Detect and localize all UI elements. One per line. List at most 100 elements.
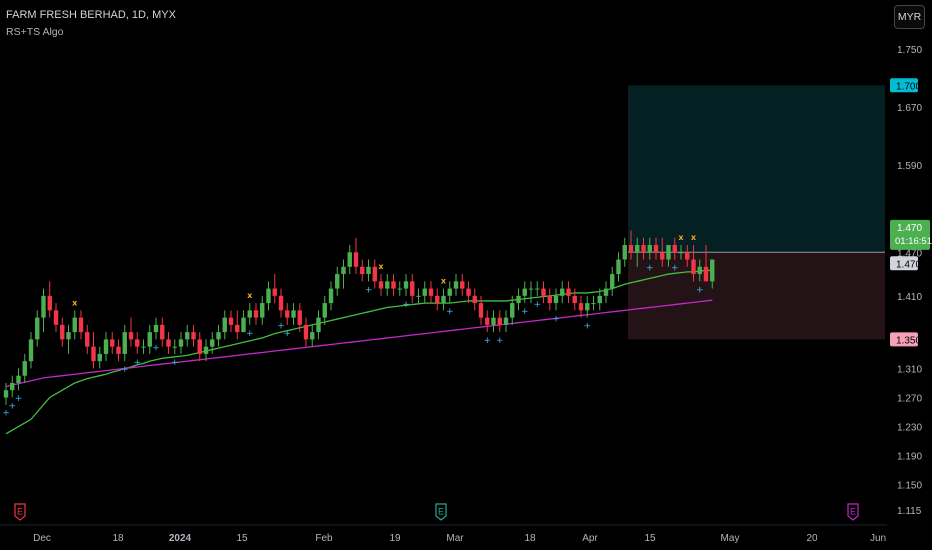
candle-body (66, 332, 71, 340)
candle-body (391, 281, 396, 289)
candle (285, 303, 290, 325)
buy-marker: + (521, 307, 529, 317)
candle (516, 288, 521, 311)
candle-body (560, 288, 565, 296)
badge-label: E (438, 507, 444, 517)
candle (147, 324, 152, 354)
candle (366, 259, 371, 282)
buy-marker: + (646, 264, 654, 274)
candle-body (178, 339, 184, 347)
candle-body (28, 339, 34, 362)
candle-body (653, 245, 659, 253)
candle-body (628, 245, 634, 253)
candle-body (335, 274, 340, 289)
candle (3, 382, 9, 405)
candle (466, 281, 471, 304)
target-zone (628, 85, 885, 253)
candle (485, 310, 490, 333)
badge-label: E (17, 507, 23, 517)
indicator-label[interactable]: RS+TS Algo (6, 26, 64, 38)
candle (247, 303, 252, 325)
candle-body (141, 346, 146, 348)
candle (341, 259, 346, 289)
x-tick-label: Mar (446, 533, 464, 544)
candle (610, 266, 615, 296)
candle (397, 281, 402, 296)
earnings-badge-icon[interactable]: E (14, 503, 26, 521)
x-marker: x (678, 233, 684, 242)
candle-body (372, 266, 377, 282)
candle-body (585, 303, 590, 311)
earnings-badge-icon[interactable]: E (435, 503, 447, 521)
candle (578, 295, 584, 318)
candle-body (466, 288, 471, 296)
candle (103, 332, 109, 362)
x-marker: x (247, 291, 253, 300)
buy-marker: + (671, 264, 679, 274)
currency-button[interactable]: MYR (894, 5, 925, 29)
candle-body (191, 332, 196, 340)
candle-body (203, 346, 209, 354)
candle (178, 332, 184, 354)
earnings-badge-icon[interactable]: E (847, 503, 859, 521)
candle-body (697, 266, 702, 275)
candle-body (541, 288, 546, 296)
countdown-tag: 01:16:51 (895, 236, 932, 247)
candle (585, 295, 590, 318)
candle-body (147, 332, 152, 347)
candle-body (366, 266, 371, 275)
buy-marker: + (365, 285, 373, 295)
candle-body (285, 310, 290, 318)
buy-marker: + (283, 329, 291, 339)
candle-body (703, 266, 709, 282)
candle-body (553, 295, 559, 304)
candle (122, 324, 127, 362)
candle (53, 303, 59, 333)
candle (510, 295, 515, 325)
candle-body (78, 317, 84, 333)
candle (703, 245, 709, 282)
x-marker: x (691, 233, 697, 242)
candle (241, 310, 246, 333)
x-tick-label: Apr (582, 533, 598, 544)
candle-body (10, 382, 15, 391)
candle (303, 317, 309, 347)
candle (210, 332, 215, 354)
candle (591, 295, 596, 311)
candle (360, 259, 365, 282)
candle-body (47, 295, 52, 311)
candle-body (416, 295, 421, 297)
candle-body (385, 281, 390, 289)
buy-marker: + (696, 285, 704, 295)
x-tick-label: 15 (236, 533, 248, 544)
candle-body (172, 346, 177, 348)
candle-body (672, 245, 677, 253)
candle (153, 317, 159, 340)
stop-price-tag: 1.350 (896, 335, 921, 346)
y-tick-label: 1.150 (897, 481, 922, 492)
candle-body (353, 252, 359, 267)
candle-body (260, 303, 265, 318)
candle (191, 324, 196, 347)
candle (672, 237, 677, 260)
x-tick-label: 18 (524, 533, 536, 544)
candle-body (578, 303, 584, 311)
candle (197, 332, 202, 362)
buy-marker: + (446, 307, 454, 317)
candle (128, 317, 134, 347)
candle (560, 281, 565, 304)
candle-body (303, 324, 309, 340)
candle (260, 295, 265, 325)
candle-body (491, 317, 496, 325)
y-tick-label: 1.190 (897, 452, 922, 463)
stop-price-tag-bg (890, 332, 918, 347)
candle (203, 339, 209, 362)
candle-body (447, 288, 452, 296)
candle (47, 281, 52, 318)
target-price-tag: 1.700 (896, 81, 921, 92)
candle (291, 303, 296, 325)
y-tick-label: 1.670 (897, 103, 922, 114)
candle-body (566, 288, 571, 296)
candle (666, 245, 671, 267)
